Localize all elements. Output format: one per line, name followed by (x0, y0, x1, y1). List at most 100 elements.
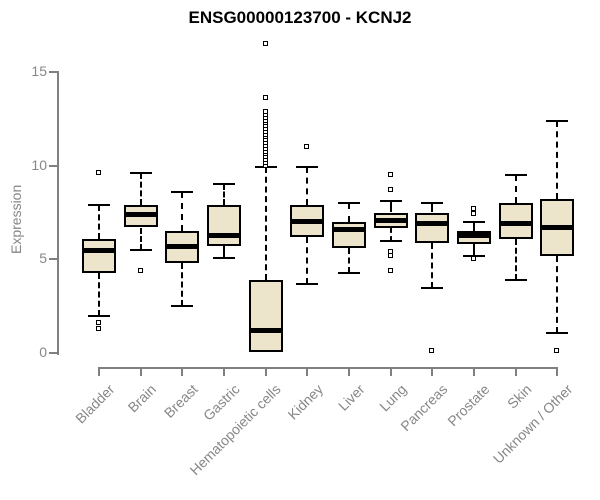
x-axis-tick (306, 369, 309, 376)
upper-whisker (139, 173, 142, 205)
box (498, 203, 533, 239)
lower-whisker-cap (421, 286, 444, 289)
outlier-point (471, 256, 477, 262)
lower-whisker-cap (504, 279, 527, 282)
median-line (290, 219, 325, 224)
lower-whisker (181, 263, 184, 307)
lower-whisker-cap (546, 331, 569, 334)
y-tick-label: 0 (39, 344, 47, 361)
median-line (373, 218, 408, 223)
outlier-point (387, 171, 393, 177)
upper-whisker-cap (379, 200, 402, 203)
outlier-point (387, 186, 393, 192)
upper-whisker-cap (171, 190, 194, 193)
median-line (498, 221, 533, 226)
chart-title: ENSG00000123700 - KCNJ2 (188, 8, 412, 27)
y-tick-label: 15 (31, 62, 47, 79)
box (82, 238, 116, 273)
x-tick-label: Skin (503, 381, 535, 412)
y-axis-tick (49, 70, 57, 73)
median-line (248, 328, 283, 333)
lower-whisker-cap (129, 249, 152, 252)
median-line (82, 248, 116, 253)
outlier-point (554, 348, 560, 354)
upper-whisker-cap (463, 220, 486, 223)
x-axis-tick (139, 369, 142, 376)
x-axis-tick (264, 369, 267, 376)
x-axis-tick (389, 369, 392, 376)
upper-whisker (514, 174, 517, 204)
y-axis-tick (49, 352, 57, 355)
median-line (123, 212, 158, 217)
upper-whisker (389, 201, 392, 213)
outlier-point (96, 325, 101, 331)
x-axis-tick (348, 369, 351, 376)
lower-whisker-cap (213, 256, 236, 259)
x-tick-label: Breast (160, 381, 201, 421)
median-line (457, 233, 492, 238)
x-axis-tick (556, 369, 559, 376)
y-axis-tick (49, 164, 57, 167)
x-axis-line (98, 367, 559, 369)
upper-whisker (98, 204, 100, 239)
outlier-point (96, 320, 101, 326)
lower-whisker (348, 248, 351, 273)
outlier-point (262, 109, 268, 115)
lower-whisker (431, 242, 434, 288)
upper-whisker-cap (504, 173, 527, 176)
upper-whisker (431, 203, 434, 213)
outlier-point (387, 267, 393, 273)
y-axis-line (57, 71, 59, 356)
lower-whisker-cap (379, 239, 402, 242)
x-axis-tick (514, 369, 517, 376)
x-axis-tick (431, 369, 434, 376)
y-axis-label: Expression (8, 184, 24, 254)
box (207, 204, 242, 247)
lower-whisker (389, 227, 392, 241)
outlier-point (304, 143, 310, 149)
lower-whisker (556, 255, 559, 333)
upper-whisker-cap (213, 183, 236, 186)
lower-whisker (98, 272, 100, 316)
x-tick-label: Brain (124, 381, 160, 416)
median-line (332, 227, 367, 232)
x-axis-tick (98, 369, 100, 376)
upper-whisker-cap (296, 166, 319, 169)
x-axis-tick (181, 369, 184, 376)
lower-whisker (223, 246, 226, 258)
outlier-point (137, 267, 143, 273)
upper-whisker-cap (129, 172, 152, 175)
x-axis-tick (473, 369, 476, 376)
x-tick-label: Bladder (71, 381, 118, 427)
y-tick-label: 10 (31, 156, 47, 173)
median-line (540, 225, 575, 230)
box (248, 280, 283, 353)
upper-whisker-cap (88, 203, 110, 206)
upper-whisker-cap (546, 119, 569, 122)
x-tick-label: Prostate (444, 381, 493, 430)
outlier-point (262, 95, 268, 101)
lower-whisker-cap (88, 314, 110, 317)
upper-whisker (264, 167, 267, 281)
upper-whisker (223, 184, 226, 205)
x-tick-label: Liver (334, 381, 368, 414)
x-tick-label: Kidney (284, 381, 326, 423)
y-tick-label: 5 (39, 250, 47, 267)
outlier-point (262, 40, 268, 46)
lower-whisker (306, 236, 309, 284)
lower-whisker-cap (296, 282, 319, 285)
outlier-point (96, 170, 101, 176)
upper-whisker (181, 191, 184, 232)
upper-whisker (473, 221, 476, 232)
lower-whisker-cap (171, 305, 194, 308)
upper-whisker (348, 203, 351, 222)
box (415, 212, 450, 243)
lower-whisker (514, 238, 517, 281)
outlier-point (429, 348, 435, 354)
upper-whisker (306, 167, 309, 205)
upper-whisker-cap (421, 202, 444, 205)
x-axis-tick (223, 369, 226, 376)
upper-whisker (556, 120, 559, 200)
lower-whisker (139, 227, 142, 250)
